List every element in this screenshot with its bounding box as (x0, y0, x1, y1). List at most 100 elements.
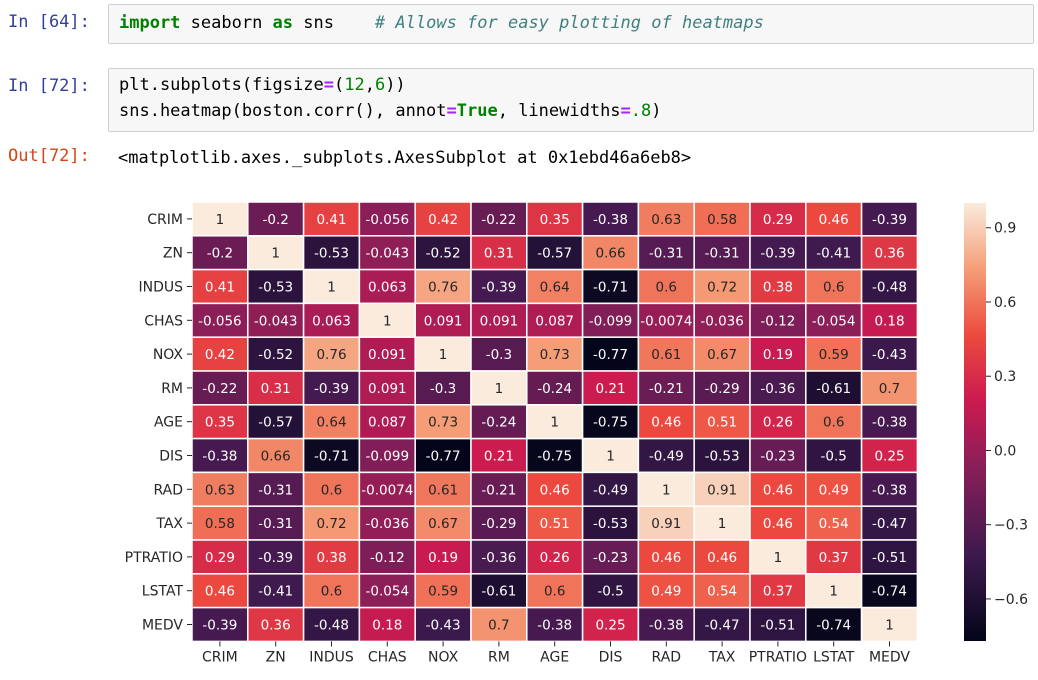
row-label: INDUS (138, 280, 183, 296)
heatmap-cell-label: -0.74 (816, 618, 851, 634)
heatmap-cell-label: -0.38 (537, 618, 572, 634)
heatmap-cell-label: 0.61 (428, 482, 458, 498)
heatmap-cell-label: 0.54 (819, 516, 849, 532)
heatmap-cell-label: 1 (327, 280, 336, 296)
heatmap-cell-label: -0.75 (537, 449, 572, 465)
heatmap-cell-label: -0.38 (872, 482, 907, 498)
heatmap-cell-label: 0.46 (763, 482, 793, 498)
heatmap-cell-label: -0.53 (593, 516, 628, 532)
row-label: DIS (159, 449, 183, 465)
heatmap-cell-label: 0.72 (707, 280, 737, 296)
column-label: CRIM (202, 649, 238, 665)
heatmap-cell-label: -0.36 (760, 381, 795, 397)
heatmap-cell-label: 1 (216, 212, 225, 228)
heatmap-cell-label: -0.48 (314, 618, 349, 634)
heatmap-cell-label: 1 (718, 516, 727, 532)
heatmap-cell-label: -0.22 (202, 381, 237, 397)
heatmap-cell-label: 0.91 (651, 516, 681, 532)
heatmap-cell-label: 1 (495, 381, 504, 397)
heatmap-cell-label: 0.64 (540, 280, 570, 296)
heatmap-cell-label: 1 (829, 584, 838, 600)
heatmap-cell-label: 0.51 (707, 415, 737, 431)
heatmap-cell-label: 0.46 (819, 212, 849, 228)
row-label: LSTAT (142, 584, 184, 600)
heatmap-cell-label: 0.6 (321, 482, 342, 498)
heatmap-cell-label: 0.66 (261, 449, 291, 465)
heatmap-cell-label: -0.74 (872, 584, 907, 600)
heatmap-cell-label: -0.31 (649, 246, 684, 262)
heatmap-cell-label: -0.29 (705, 381, 740, 397)
heatmap-cell-label: 0.76 (428, 280, 458, 296)
heatmap-cell-label: 0.49 (819, 482, 849, 498)
heatmap-cell-label: -0.0074 (361, 482, 413, 498)
heatmap-cell-label: 0.091 (368, 381, 407, 397)
heatmap-cell-label: 0.36 (261, 618, 291, 634)
heatmap-cell-label: -0.38 (872, 415, 907, 431)
heatmap-cell-label: -0.49 (593, 482, 628, 498)
row-label: RAD (153, 482, 183, 498)
heatmap-cell-label: 1 (271, 246, 280, 262)
heatmap-cell-label: 0.66 (595, 246, 625, 262)
heatmap-cell-label: 0.35 (540, 212, 570, 228)
heatmap-cell-label: 0.58 (205, 516, 235, 532)
heatmap-cell-label: -0.043 (254, 313, 298, 329)
heatmap-cell-label: 0.51 (540, 516, 570, 532)
heatmap-cell-label: 0.38 (763, 280, 793, 296)
heatmap-cell-label: -0.036 (366, 516, 410, 532)
heatmap-cell-label: -0.054 (366, 584, 410, 600)
heatmap-cell-label: 0.18 (874, 313, 904, 329)
heatmap-cell-label: -0.53 (258, 280, 293, 296)
heatmap-cell-label: -0.39 (202, 618, 237, 634)
heatmap-cell-label: -0.41 (258, 584, 293, 600)
heatmap-cell-label: 0.37 (763, 584, 793, 600)
heatmap-cell-label: -0.41 (816, 246, 851, 262)
heatmap-cell-label: 0.37 (819, 550, 849, 566)
heatmap-cell-label: 1 (774, 550, 783, 566)
heatmap-cell-label: 0.091 (424, 313, 463, 329)
heatmap-cell-label: -0.39 (872, 212, 907, 228)
heatmap-cell-label: 0.21 (595, 381, 625, 397)
colorbar-tick-label: 0.9 (994, 221, 1016, 237)
heatmap-cell-label: -0.5 (821, 449, 847, 465)
heatmap-cell-label: -0.31 (705, 246, 740, 262)
row-label: CRIM (147, 212, 183, 228)
column-label: PTRATIO (749, 649, 807, 665)
heatmap-cell-label: 0.18 (372, 618, 402, 634)
heatmap-cell-label: -0.71 (314, 449, 349, 465)
row-label: AGE (154, 415, 183, 431)
heatmap-cell-label: -0.036 (700, 313, 744, 329)
colorbar-tick-label: −0.3 (994, 518, 1028, 534)
heatmap-cell-label: 1 (439, 347, 448, 363)
heatmap-cell-label: -0.57 (258, 415, 293, 431)
heatmap-cell-label: -0.43 (426, 618, 461, 634)
heatmap-cell-label: 1 (606, 449, 615, 465)
heatmap-cell-label: -0.099 (589, 313, 633, 329)
heatmap-cell-label: 0.091 (480, 313, 519, 329)
heatmap-cell-label: -0.47 (705, 618, 740, 634)
heatmap-cell-label: -0.31 (258, 516, 293, 532)
colorbar (964, 203, 986, 641)
heatmap-cell-label: -0.2 (207, 246, 233, 262)
heatmap-cell-label: -0.53 (705, 449, 740, 465)
heatmap-cell-label: 0.38 (316, 550, 346, 566)
heatmap-cell-label: -0.39 (314, 381, 349, 397)
colorbar-tick-label: 0.6 (994, 295, 1016, 311)
heatmap-cell-label: 0.54 (707, 584, 737, 600)
heatmap-cell-label: 0.67 (707, 347, 737, 363)
heatmap-cell-label: 0.58 (707, 212, 737, 228)
heatmap-cell-label: -0.52 (258, 347, 293, 363)
heatmap-cell-label: 0.59 (428, 584, 458, 600)
heatmap-cell-label: -0.23 (760, 449, 795, 465)
heatmap-cell-label: 0.46 (651, 415, 681, 431)
heatmap-cell-label: -0.5 (597, 584, 623, 600)
column-label: TAX (708, 649, 736, 665)
heatmap-cell-label: -0.71 (593, 280, 628, 296)
heatmap-cell-label: 1 (662, 482, 671, 498)
heatmap-cell-label: 0.76 (316, 347, 346, 363)
heatmap-cell-label: -0.043 (366, 246, 410, 262)
heatmap-cell-label: 1 (383, 313, 392, 329)
heatmap-cell-label: -0.0074 (640, 313, 692, 329)
column-label: NOX (428, 649, 459, 665)
heatmap-cell-label: -0.75 (593, 415, 628, 431)
